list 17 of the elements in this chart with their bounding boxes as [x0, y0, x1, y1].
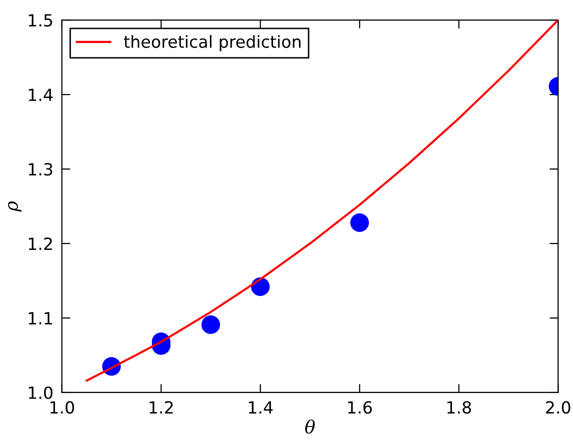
x-tick-label: 1.2 [150, 401, 173, 414]
point [201, 315, 220, 334]
x-axis-title: θ [305, 420, 315, 434]
y-tick-label: 1.3 [28, 162, 52, 176]
y-tick-label: 1.1 [28, 312, 52, 324]
y-tick-label: 1.4 [28, 88, 53, 101]
x-tick-label: 2.0 [546, 401, 570, 414]
x-tick-label: 1.4 [248, 401, 273, 414]
x-tick-label: 1.6 [348, 401, 372, 414]
y-tick-label: 1.2 [28, 237, 52, 250]
legend-label: theoretical prediction [124, 35, 300, 52]
y-tick-label: 1.0 [28, 386, 52, 400]
x-tick-label: 1.8 [447, 401, 471, 414]
line-series [86, 20, 558, 382]
x-tick-label: 1.0 [50, 401, 74, 414]
y-axis-title: ρ [8, 201, 22, 212]
y-tick-label: 1.5 [28, 14, 52, 27]
